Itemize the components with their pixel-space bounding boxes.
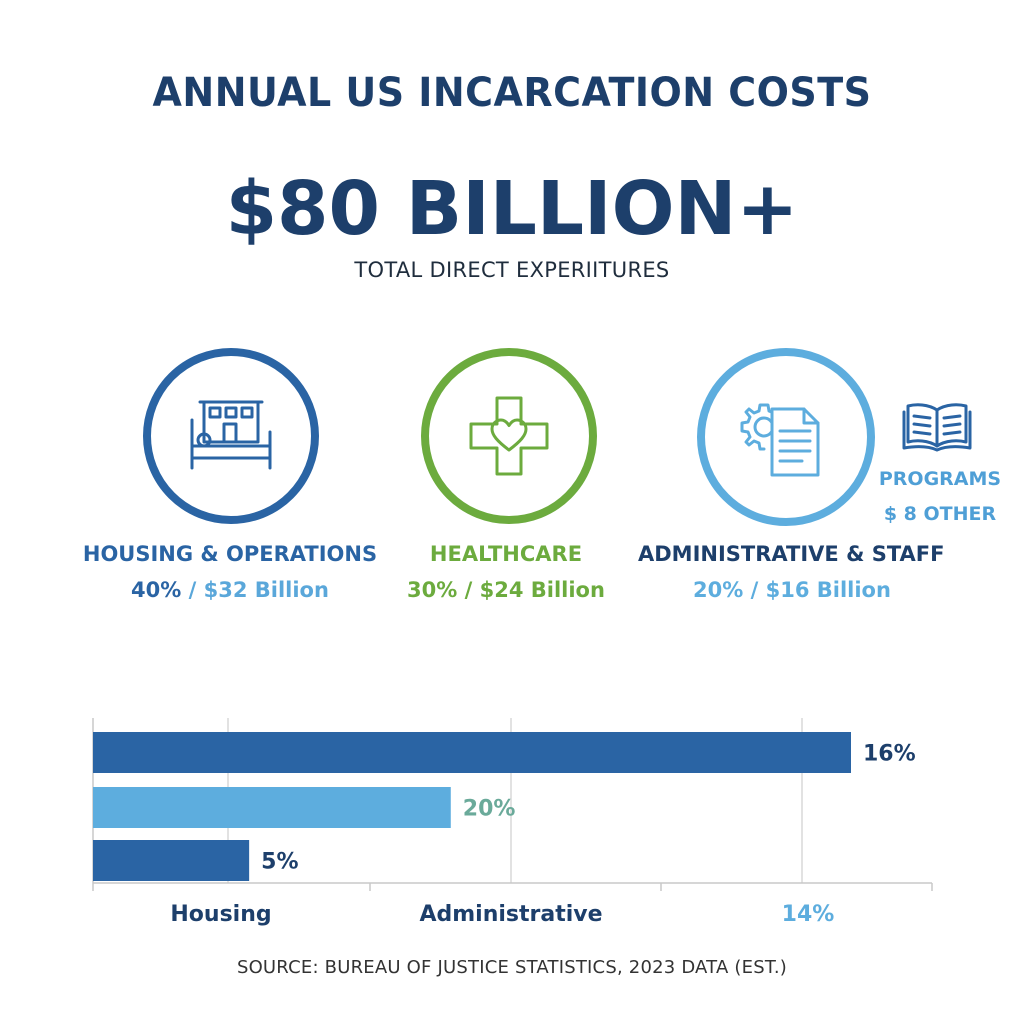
chart-title: ANNUAL US INCARCATION COSTS <box>152 70 872 116</box>
housing-amount: $32 Billion <box>203 578 329 602</box>
housing-separator: / <box>188 578 197 602</box>
healthcare-amount: $24 Billion <box>479 578 605 602</box>
housing-percent: 40% <box>131 578 182 602</box>
programs-title: PROGRAMS <box>878 468 1002 490</box>
x-tick-label-2: 14% <box>782 902 835 927</box>
administrative-ring <box>697 348 875 526</box>
healthcare-value: 30% / $24 Billion <box>356 578 656 602</box>
housing-label: HOUSING & OPERATIONS <box>82 542 378 566</box>
bar-chart: 16% 20% 5% Housing Administrative 14% <box>92 718 933 927</box>
administrative-value: 20% / $16 Billion <box>642 578 942 602</box>
bar-value-label-2: 5% <box>261 850 298 875</box>
x-tick-label-1: Administrative <box>419 902 602 927</box>
x-tick-label-0: Housing <box>170 902 271 927</box>
housing-value: 40% / $32 Billion <box>80 578 380 602</box>
bar-value-label-1: 20% <box>463 797 516 822</box>
administrative-percent: 20% <box>693 578 744 602</box>
administrative-separator: / <box>750 578 759 602</box>
administrative-amount: $16 Billion <box>765 578 891 602</box>
chart-bars: 16% 20% 5% <box>93 732 916 881</box>
gear-document-icon <box>740 403 820 477</box>
source-note: SOURCE: BUREAU OF JUSTICE STATISTICS, 20… <box>236 957 788 978</box>
healthcare-label: HEALTHCARE <box>429 542 583 566</box>
healthcare-percent: 30% <box>407 578 458 602</box>
programs-icon-wrap <box>902 400 972 456</box>
bar-0 <box>93 732 851 773</box>
bar-value-label-0: 16% <box>863 742 916 767</box>
headline-subtitle: TOTAL DIRECT EXPERIITURES <box>354 258 670 282</box>
programs-amount: $ 8 OTHER <box>883 503 997 525</box>
chart-x-ticks: Housing Administrative 14% <box>170 902 834 927</box>
bar-2 <box>93 840 250 881</box>
headline-total: $80 BILLION+ <box>225 166 799 252</box>
medical-cross-heart-icon <box>469 396 549 476</box>
healthcare-separator: / <box>464 578 473 602</box>
open-book-icon <box>902 403 972 452</box>
housing-ring <box>143 348 319 524</box>
healthcare-ring <box>421 348 597 524</box>
bed-building-icon <box>190 400 272 470</box>
bar-1 <box>93 787 451 828</box>
administrative-label: ADMINISTRATIVE & STAFF <box>638 542 945 566</box>
